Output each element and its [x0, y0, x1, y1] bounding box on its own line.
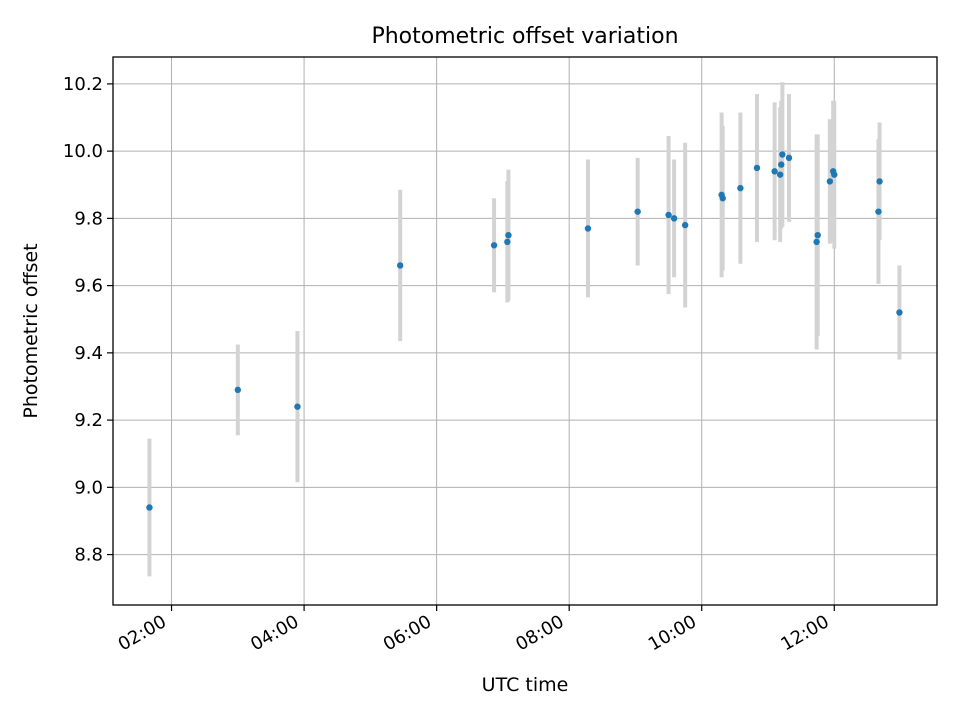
- data-points: [146, 151, 903, 511]
- data-point: [490, 242, 498, 249]
- x-axis-label: UTC time: [482, 674, 569, 696]
- data-point: [737, 184, 744, 192]
- data-point: [719, 195, 726, 202]
- y-tick-label: 10.2: [63, 74, 103, 95]
- data-point: [875, 208, 882, 215]
- data-point: [813, 238, 820, 246]
- data-point: [665, 211, 672, 219]
- data-point: [896, 309, 903, 316]
- y-tick-label: 9.8: [74, 208, 103, 229]
- data-point: [234, 386, 242, 394]
- data-point: [778, 161, 785, 168]
- data-point: [814, 231, 821, 239]
- data-point: [634, 208, 641, 215]
- x-tick-label: 06:00: [380, 611, 435, 655]
- x-tick-label: 04:00: [247, 611, 302, 655]
- data-point: [779, 151, 786, 158]
- x-axis-ticks: 02:00 04:00 06:00 08:00 10:00 12:00: [115, 605, 835, 655]
- data-point: [505, 231, 512, 239]
- data-point: [504, 238, 511, 246]
- y-tick-label: 9.4: [74, 343, 103, 364]
- data-point: [681, 221, 689, 229]
- y-axis-label: Photometric offset: [20, 243, 42, 418]
- y-tick-label: 10.0: [63, 141, 103, 162]
- x-tick-label: 08:00: [512, 611, 567, 655]
- data-point: [826, 178, 834, 185]
- grid-lines: [113, 57, 937, 605]
- plot-frame: [112, 56, 938, 606]
- x-tick-label: 10:00: [645, 611, 700, 655]
- y-axis-ticks: 8.8 9.0 9.2 9.4 9.6 9.8 10.0 10.2: [63, 74, 113, 566]
- y-tick-label: 8.8: [74, 545, 103, 566]
- data-point: [670, 215, 678, 222]
- y-tick-label: 9.6: [74, 276, 103, 297]
- data-point: [146, 504, 153, 511]
- data-point: [584, 225, 592, 232]
- data-point: [785, 154, 793, 162]
- data-point: [396, 262, 404, 269]
- data-point: [831, 171, 838, 178]
- data-point: [771, 168, 778, 175]
- data-point: [876, 178, 883, 185]
- data-point: [753, 164, 761, 172]
- data-point: [294, 403, 301, 410]
- x-tick-label: 02:00: [115, 611, 170, 655]
- y-tick-label: 9.0: [74, 477, 103, 498]
- data-point: [776, 171, 784, 178]
- x-tick-label: 12:00: [777, 611, 832, 655]
- chart-title: Photometric offset variation: [371, 24, 678, 49]
- y-tick-label: 9.2: [74, 410, 103, 431]
